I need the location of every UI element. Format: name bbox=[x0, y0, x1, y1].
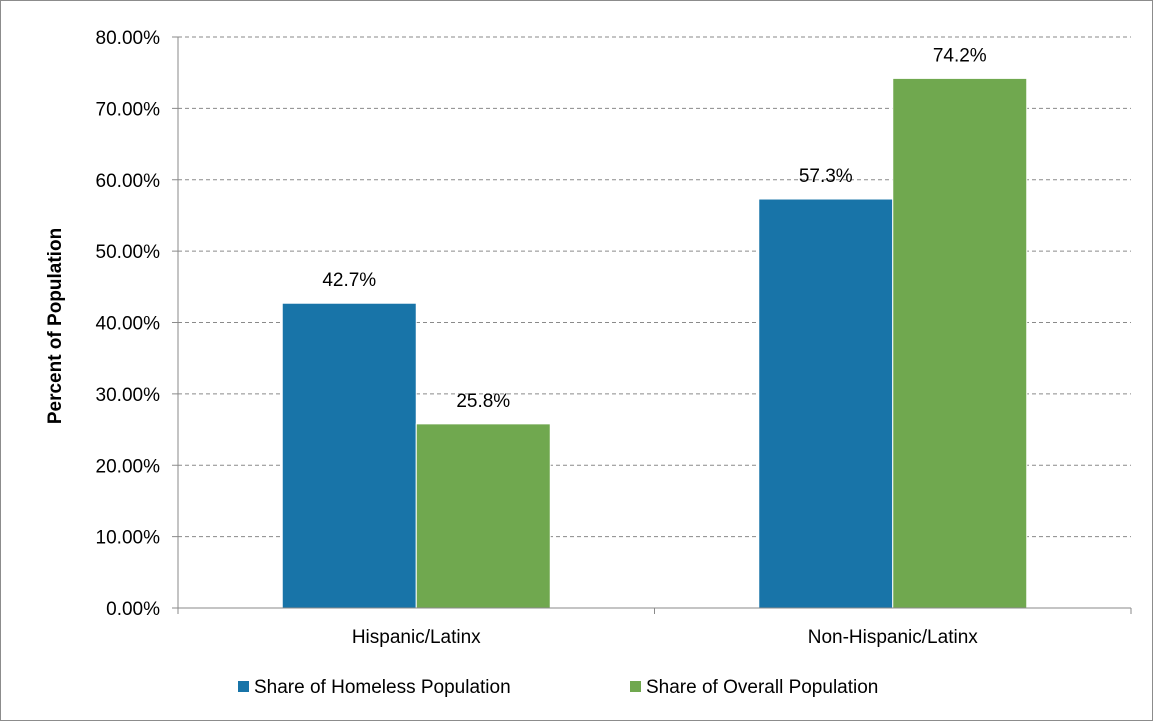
axes bbox=[177, 37, 1131, 614]
y-tick-label: 40.00% bbox=[96, 314, 161, 335]
data-label: 74.2% bbox=[933, 45, 987, 66]
y-tick-label: 70.00% bbox=[96, 99, 161, 120]
legend-swatch bbox=[630, 681, 641, 692]
y-tick-label: 10.00% bbox=[96, 528, 161, 549]
x-tick-label: Non-Hispanic/Latinx bbox=[808, 627, 979, 648]
data-label: 57.3% bbox=[799, 166, 853, 187]
bar bbox=[758, 198, 894, 609]
bar bbox=[415, 423, 551, 609]
data-labels: 42.7% 25.8% 57.3% 74.2% bbox=[322, 45, 986, 411]
legend-label: Share of Overall Population bbox=[646, 677, 878, 698]
bars bbox=[281, 77, 1028, 609]
y-tick-label: 0.00% bbox=[106, 599, 160, 620]
data-label: 25.8% bbox=[456, 391, 510, 412]
legend-label: Share of Homeless Population bbox=[254, 677, 511, 698]
x-tick-label: Hispanic/Latinx bbox=[352, 627, 481, 648]
bar bbox=[892, 77, 1028, 609]
legend-swatch bbox=[238, 681, 249, 692]
y-tick-label: 50.00% bbox=[96, 242, 161, 263]
data-label: 42.7% bbox=[322, 270, 376, 291]
y-tick-label: 80.00% bbox=[96, 28, 161, 49]
y-tick-label: 30.00% bbox=[96, 385, 161, 406]
y-tick-label: 20.00% bbox=[96, 456, 161, 477]
y-tick-labels: 0.00% 10.00% 20.00% 30.00% 40.00% 50.00% 60.00… bbox=[96, 28, 161, 620]
y-axis-title: Percent of Population bbox=[45, 228, 66, 424]
bar bbox=[281, 302, 417, 609]
x-tick-labels: Hispanic/Latinx Non-Hispanic/Latinx bbox=[352, 627, 978, 648]
legend: Share of Homeless Population Share of Ove… bbox=[238, 677, 878, 698]
y-tick-label: 60.00% bbox=[96, 171, 161, 192]
